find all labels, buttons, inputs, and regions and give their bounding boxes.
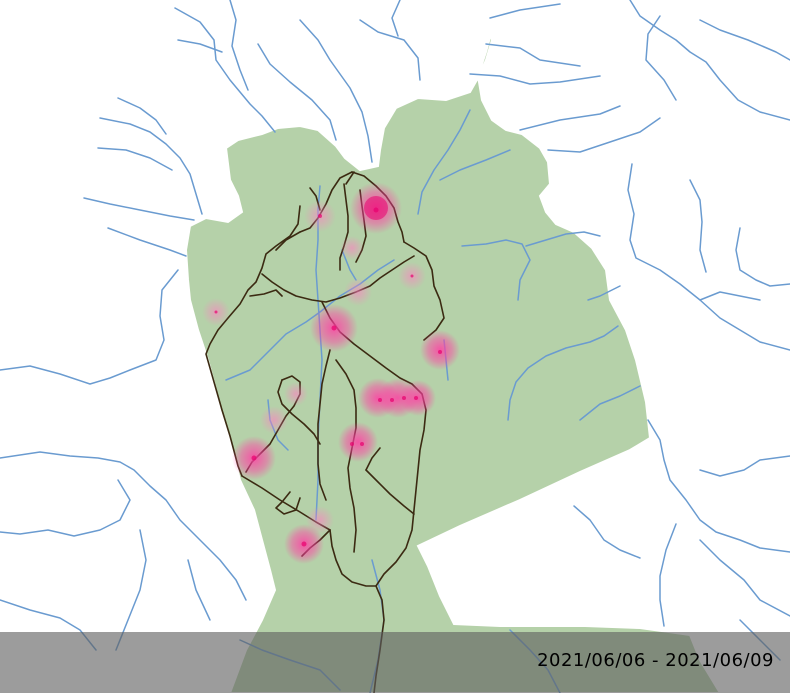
date-range-bar: 2021/06/06 - 2021/06/09 bbox=[0, 632, 790, 693]
date-range-label: 2021/06/06 - 2021/06/09 bbox=[537, 650, 774, 671]
heatmap-layer bbox=[202, 182, 460, 564]
